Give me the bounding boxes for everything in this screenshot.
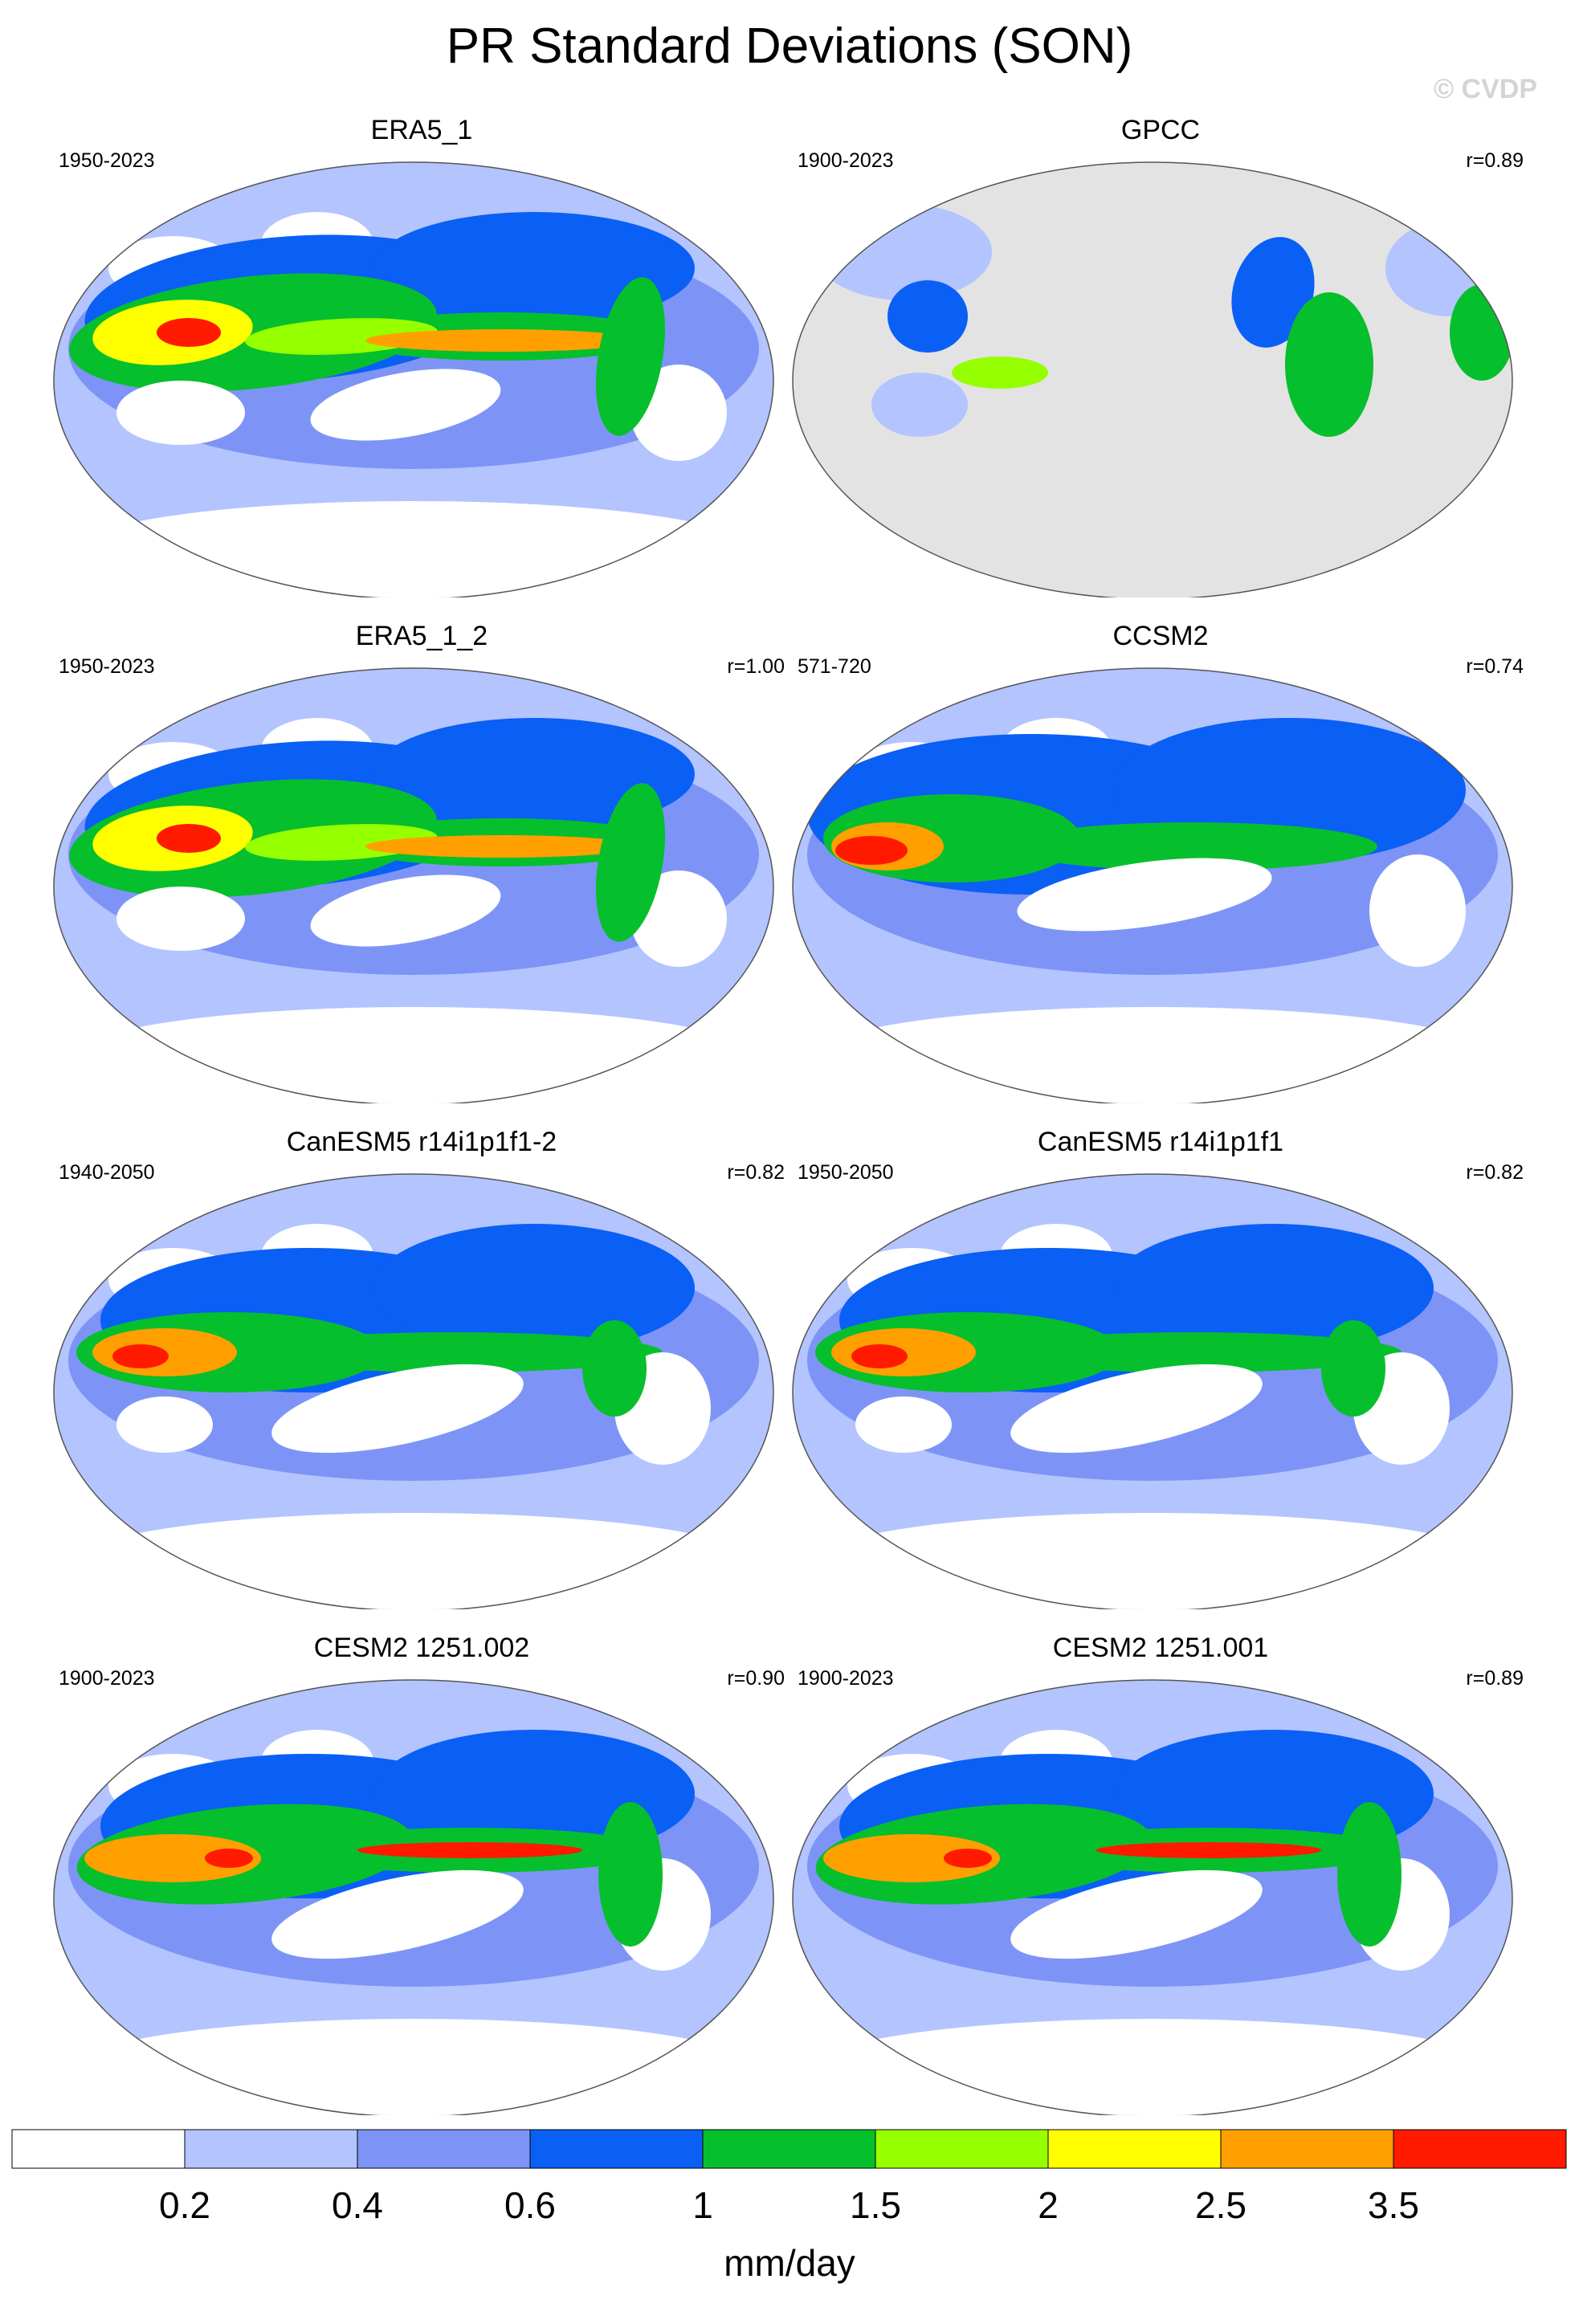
globe-map [792,1173,1513,1609]
panel-years: 571-720 [798,655,871,678]
panel-years: 1950-2050 [798,1161,894,1184]
panel-years: 1900-2023 [59,1667,155,1690]
panel-years: 1950-2023 [59,149,155,172]
panel-correlation: r=0.82 [1466,1161,1524,1184]
colorbar-tick-label: 1.5 [850,2184,901,2226]
map-panel: CanESM5 r14i1p1f1-2 1940-2050 r=0.82 [52,1124,791,1630]
panel-years: 1900-2023 [798,149,894,172]
globe-map [792,161,1513,597]
panel-title: ERA5_1 [370,115,473,145]
colorbar-tick-label: 3.5 [1368,2184,1419,2226]
map-panel: GPCC 1900-2023 r=0.89 [791,112,1530,618]
panel-years: 1900-2023 [798,1667,894,1690]
panel-title: CCSM2 [1112,621,1209,651]
panel-correlation: r=0.89 [1466,1667,1524,1690]
map-panel: ERA5_1 1950-2023 [52,112,791,618]
panel-correlation: r=0.90 [727,1667,785,1690]
colorbar-tick-label: 1 [692,2184,713,2226]
map-panel: CanESM5 r14i1p1f1 1950-2050 r=0.82 [791,1124,1530,1630]
colorbar-tick-label: 0.6 [504,2184,556,2226]
map-panel: ERA5_1_2 1950-2023 r=1.00 [52,618,791,1124]
globe-map [53,1679,774,2115]
panel-title: GPCC [1120,115,1201,145]
panel-title: CESM2 1251.002 [313,1633,530,1663]
panel-title: CESM2 1251.001 [1052,1633,1269,1663]
globe-map [792,1679,1513,2115]
panel-title: CanESM5 r14i1p1f1-2 [286,1127,557,1157]
panel-correlation: r=0.89 [1466,149,1524,172]
figure-title: PR Standard Deviations (SON) [446,18,1133,74]
panel-correlation: r=0.82 [727,1161,785,1184]
map-panel: CESM2 1251.001 1900-2023 r=0.89 [791,1630,1530,2136]
globe-map [792,667,1513,1103]
globe-map [53,161,774,597]
panel-title: CanESM5 r14i1p1f1 [1037,1127,1284,1157]
colorbar-tick-label: 2.5 [1195,2184,1246,2226]
map-panel: CCSM2 571-720 r=0.74 [791,618,1530,1124]
watermark: © CVDP [1434,74,1537,104]
panel-correlation: r=1.00 [727,655,785,678]
panel-title: ERA5_1_2 [355,621,488,651]
colorbar-tick-label: 2 [1038,2184,1059,2226]
panel-years: 1950-2023 [59,655,155,678]
map-panel: CESM2 1251.002 1900-2023 r=0.90 [52,1630,791,2136]
colorbar-units: mm/day [724,2242,855,2284]
panel-years: 1940-2050 [59,1161,155,1184]
panel-correlation: r=0.74 [1466,655,1524,678]
colorbar-tick-label: 0.4 [332,2184,383,2226]
globe-map [53,667,774,1103]
colorbar-tick-label: 0.2 [159,2184,210,2226]
globe-map [53,1173,774,1609]
